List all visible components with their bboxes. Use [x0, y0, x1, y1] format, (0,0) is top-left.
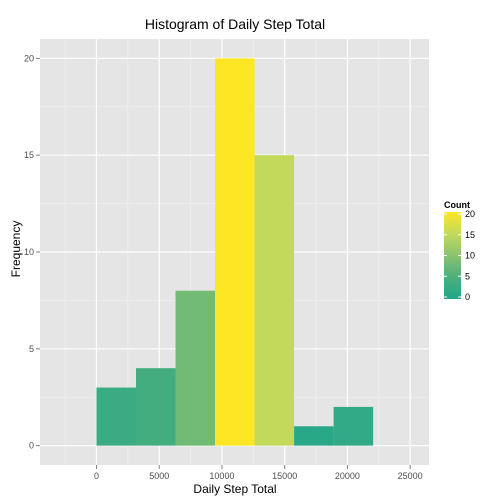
y-tick-label: 5 [29, 344, 34, 354]
y-axis-title: Frequency [9, 221, 23, 278]
histogram-bar [96, 387, 136, 446]
legend-label: 10 [465, 251, 475, 261]
legend-title: Count [444, 200, 470, 210]
legend-label: 15 [465, 230, 475, 240]
x-tick-label: 20000 [335, 471, 360, 481]
y-tick-label: 10 [24, 247, 34, 257]
x-tick-label: 25000 [398, 471, 423, 481]
histogram-bar [135, 368, 176, 446]
chart-title: Histogram of Daily Step Total [145, 16, 325, 32]
histogram-bar [175, 290, 216, 446]
histogram-bar [294, 426, 334, 446]
y-tick-label: 15 [24, 150, 34, 160]
legend-label: 5 [465, 271, 470, 281]
x-tick-label: 0 [94, 471, 99, 481]
x-axis-ticks: 0 5000 10000 15000 20000 25000 [94, 465, 423, 481]
x-tick-label: 5000 [149, 471, 169, 481]
y-tick-label: 0 [29, 441, 34, 451]
y-tick-label: 20 [24, 53, 34, 63]
y-axis-ticks: 0 5 10 15 20 [24, 53, 40, 451]
x-tick-label: 15000 [272, 471, 297, 481]
legend-colorbar [444, 212, 461, 299]
bars [96, 58, 374, 446]
histogram-bar [333, 406, 374, 446]
x-axis-title: Daily Step Total [193, 482, 276, 496]
legend: Count 0 5 10 15 20 [444, 200, 475, 302]
legend-label: 20 [465, 209, 475, 219]
x-tick-label: 10000 [209, 471, 234, 481]
legend-label: 0 [465, 292, 470, 302]
histogram-bar [254, 155, 295, 446]
histogram-bar [215, 58, 255, 446]
